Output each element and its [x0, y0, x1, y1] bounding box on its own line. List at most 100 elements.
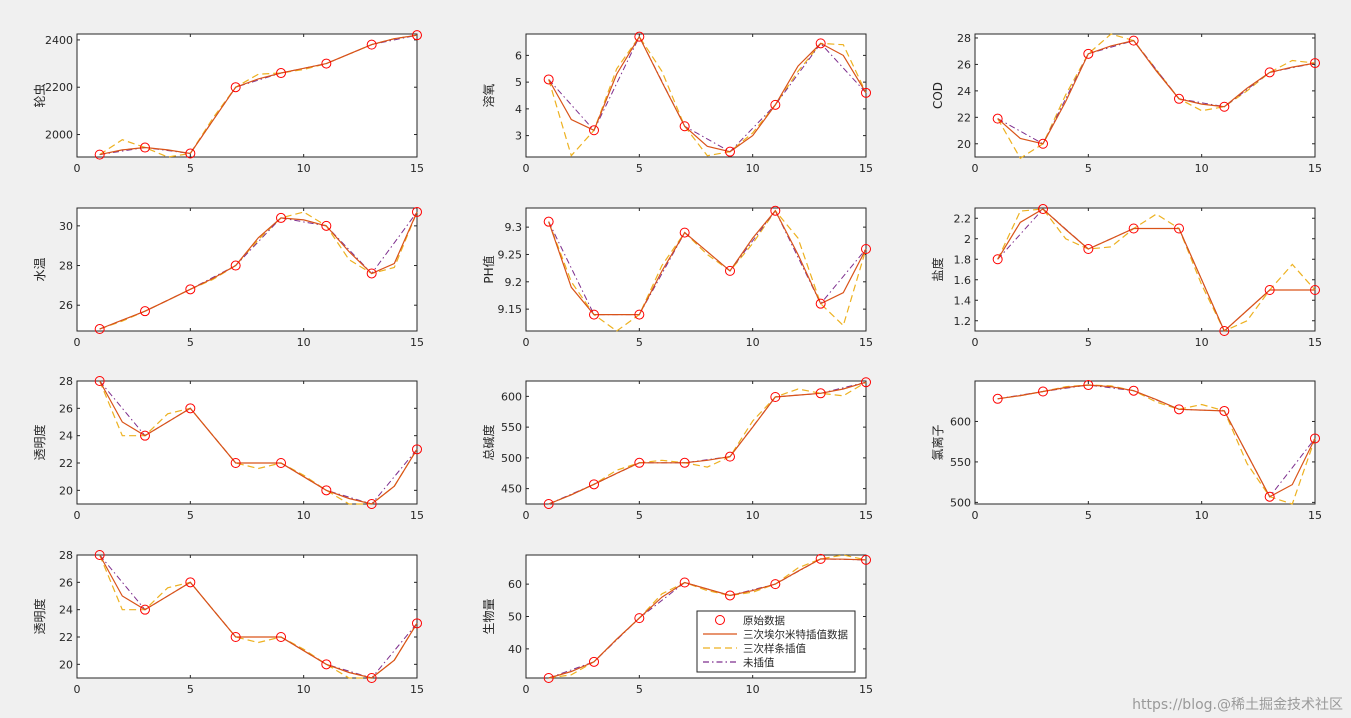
- y-axis-label: 溶氧: [481, 83, 496, 107]
- y-tick-label: 2000: [45, 129, 73, 142]
- original-data-point: [1038, 204, 1048, 215]
- original-data-point: [725, 265, 735, 276]
- original-data-point: [725, 590, 735, 601]
- y-tick-label: 1.4: [954, 294, 972, 307]
- x-tick-label: 0: [523, 509, 530, 522]
- original-data-point: [1128, 35, 1139, 46]
- original-data-point: [412, 618, 422, 629]
- x-tick-label: 10: [297, 162, 311, 175]
- original-data-point: [185, 403, 196, 414]
- original-data-point: [140, 430, 150, 441]
- y-tick-label: 26: [957, 58, 971, 71]
- original-data-point: [412, 30, 422, 41]
- x-tick-label: 0: [972, 336, 979, 349]
- y-tick-label: 24: [59, 604, 73, 617]
- x-tick-label: 10: [297, 336, 311, 349]
- legend-box: [696, 610, 856, 673]
- original-data-point: [770, 205, 781, 216]
- original-data-point: [185, 284, 196, 295]
- original-data-point: [1174, 93, 1184, 104]
- original-data-point: [321, 659, 332, 670]
- subplot-8: 0 5 10 15 450 500 550 600 总碱度: [481, 377, 873, 522]
- original-data-point: [1174, 223, 1184, 234]
- original-data-point: [94, 376, 105, 386]
- x-tick-label: 15: [410, 509, 424, 522]
- x-tick-label: 5: [187, 509, 194, 522]
- y-tick-label: 550: [501, 421, 522, 434]
- original-data-point: [992, 393, 1003, 404]
- original-data-point: [725, 146, 735, 157]
- series-hermite-line: [997, 39, 1316, 145]
- original-data-point: [230, 82, 241, 93]
- y-axis-label: 轮虫: [33, 83, 47, 107]
- original-data-point: [770, 99, 781, 110]
- y-tick-label: 2400: [45, 34, 73, 47]
- original-data-point: [861, 554, 871, 565]
- original-data-point: [1038, 386, 1048, 397]
- original-data-point: [1264, 285, 1275, 295]
- y-tick-label: 20: [59, 658, 73, 671]
- original-data-point: [366, 499, 377, 509]
- original-data-point: [366, 39, 377, 50]
- series-spline-line: [548, 35, 867, 157]
- y-tick-label: 600: [501, 390, 522, 403]
- original-data-point: [321, 58, 332, 69]
- y-tick-label: 3: [515, 130, 522, 143]
- x-tick-label: 5: [636, 509, 643, 522]
- original-data-point: [634, 309, 645, 320]
- y-tick-label: 2200: [45, 81, 73, 94]
- series-hermite-line: [548, 35, 867, 153]
- y-tick-label: 50: [508, 611, 522, 624]
- original-data-point: [230, 458, 241, 468]
- original-data-point: [366, 268, 377, 279]
- y-axis-label: 总碱度: [481, 424, 496, 460]
- axes-box: [974, 380, 1316, 505]
- original-data-point: [861, 244, 871, 254]
- x-tick-label: 15: [859, 683, 873, 696]
- subplot-2: 0 5 10 15 3 4 5 6 溶氧: [481, 31, 873, 175]
- original-data-point: [276, 68, 286, 79]
- y-axis-label: 透明度: [32, 424, 47, 460]
- y-axis-label: COD: [931, 82, 945, 109]
- x-tick-label: 5: [636, 683, 643, 696]
- original-data-point: [1038, 138, 1048, 149]
- subplot-5: 0 5 10 15 9.15 9.2 9.25 9.3 PH值: [481, 205, 873, 349]
- y-tick-label: 40: [508, 643, 522, 656]
- legend-entry-label: 三次样条插值: [743, 642, 806, 655]
- series-hermite-line: [99, 380, 418, 505]
- original-data-point: [1310, 433, 1320, 444]
- y-axis-label: 透明度: [32, 598, 47, 634]
- original-data-point: [589, 479, 599, 490]
- series-spline-line: [99, 380, 418, 505]
- original-data-point: [276, 458, 286, 468]
- x-tick-label: 5: [1085, 162, 1092, 175]
- y-tick-label: 2.2: [954, 212, 972, 225]
- y-tick-label: 28: [59, 549, 73, 562]
- x-tick-label: 5: [187, 683, 194, 696]
- y-tick-label: 1.6: [954, 274, 972, 287]
- x-tick-label: 15: [1308, 509, 1322, 522]
- x-tick-label: 5: [1085, 509, 1092, 522]
- legend-marker-original: [715, 615, 725, 625]
- y-tick-label: 4: [515, 103, 522, 116]
- series-hermite-line: [548, 558, 867, 679]
- x-tick-label: 10: [1195, 336, 1209, 349]
- y-tick-label: 30: [59, 220, 73, 233]
- x-tick-label: 5: [187, 336, 194, 349]
- original-data-point: [992, 113, 1003, 124]
- y-tick-label: 1.8: [954, 253, 972, 266]
- original-data-point: [140, 142, 150, 153]
- y-tick-label: 24: [957, 85, 971, 98]
- original-data-point: [94, 324, 105, 335]
- original-data-point: [815, 553, 826, 564]
- original-data-point: [770, 391, 781, 402]
- series-hermite-line: [548, 209, 867, 316]
- y-tick-label: 550: [950, 456, 971, 469]
- y-axis-label: 生物量: [482, 598, 496, 634]
- original-data-point: [1083, 48, 1094, 59]
- legend-entry-label: 三次埃尔米特插值数据: [743, 628, 848, 641]
- original-data-point: [1083, 244, 1094, 254]
- original-data-point: [815, 298, 826, 309]
- x-tick-label: 15: [410, 162, 424, 175]
- series-spline-line: [99, 34, 418, 158]
